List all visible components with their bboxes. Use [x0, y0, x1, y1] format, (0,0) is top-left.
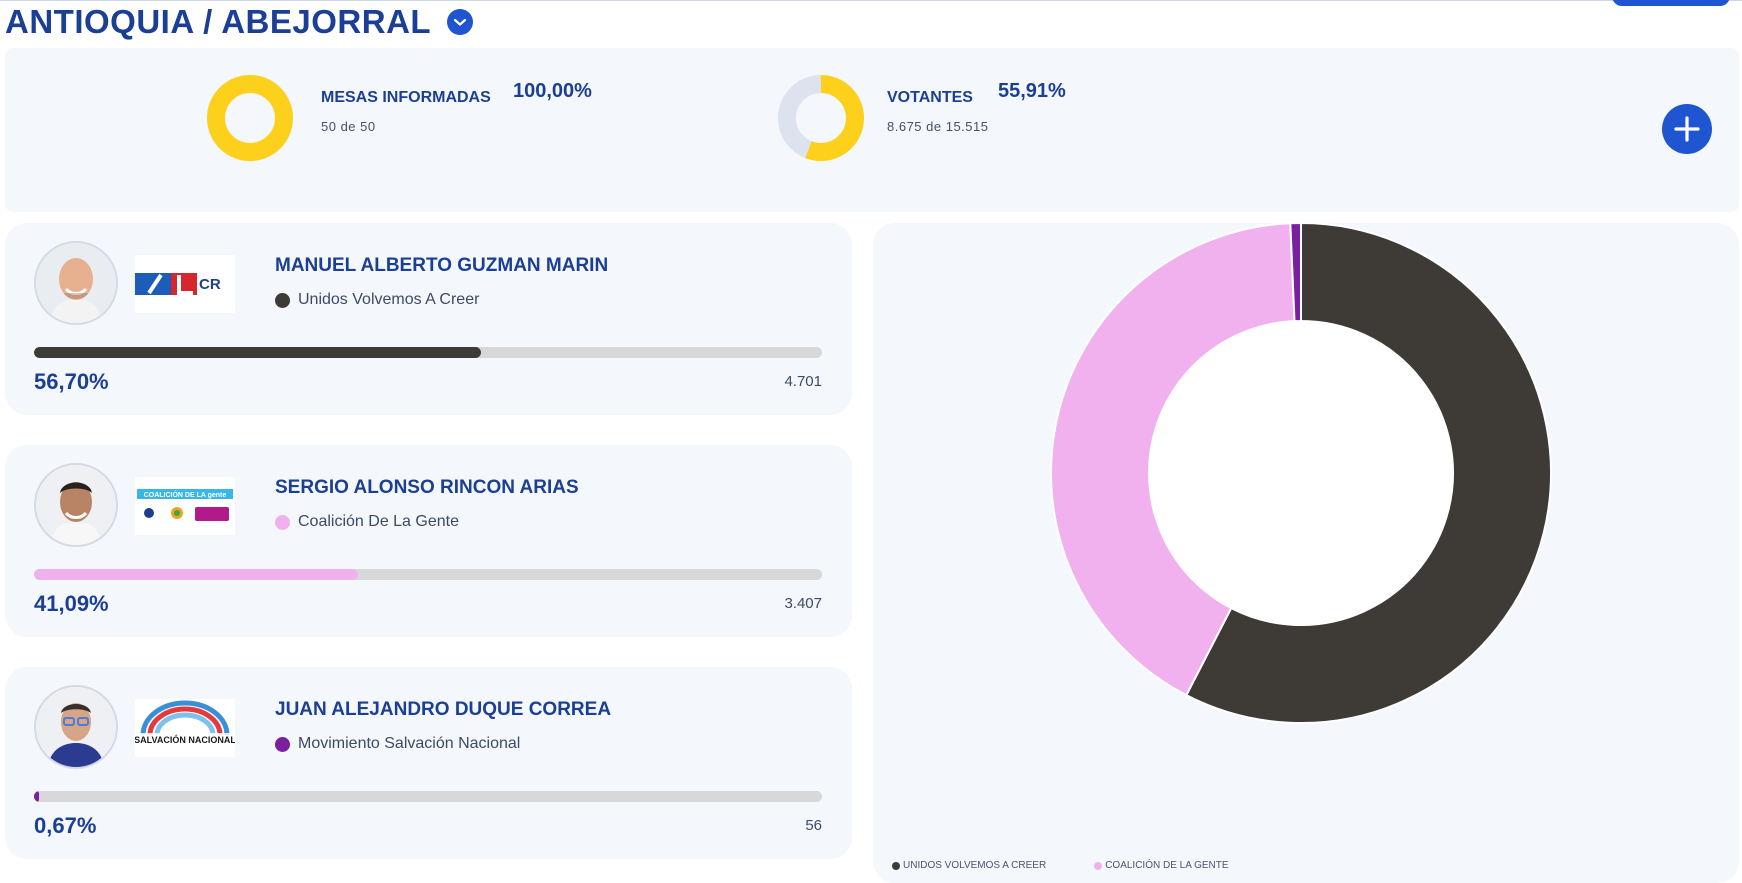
party-logo: CR — [135, 255, 235, 313]
votantes-percent: 55,91% — [998, 80, 1066, 102]
votantes-ring — [778, 75, 864, 161]
vote-progress-bar — [34, 791, 822, 802]
candidate-votes: 4.701 — [784, 373, 822, 390]
chevron-down-icon[interactable] — [447, 9, 474, 35]
mesas-ring — [207, 75, 293, 161]
results-donut-chart — [1050, 221, 1552, 724]
plus-icon — [1674, 116, 1700, 142]
legend-label: UNIDOS VOLVEMOS A CREER — [903, 860, 1047, 871]
party-row: Unidos Volvemos A Creer — [275, 291, 479, 309]
expand-button[interactable] — [1662, 104, 1712, 154]
party-color-dot — [275, 514, 290, 530]
donut-hole — [1150, 322, 1452, 624]
mesas-stat: MESAS INFORMADAS 100,00% 50 de 50 — [5, 48, 625, 212]
party-color-dot — [275, 736, 290, 752]
candidate-name: SERGIO ALONSO RINCON ARIAS — [275, 477, 579, 498]
votantes-detail: 8.675 de 15.515 — [887, 119, 989, 134]
candidate-name: MANUEL ALBERTO GUZMAN MARIN — [275, 255, 609, 276]
vote-progress-bar — [34, 347, 822, 358]
top-right-button[interactable] — [1612, 0, 1730, 6]
party-color-dot — [275, 292, 290, 308]
candidate-percent: 56,70% — [34, 369, 109, 394]
vote-progress-bar — [34, 569, 822, 580]
legend-dot — [892, 861, 900, 870]
mesas-detail: 50 de 50 — [321, 119, 376, 134]
results-chart-panel: UNIDOS VOLVEMOS A CREER COALICIÓN DE LA … — [873, 221, 1739, 883]
mesas-label: MESAS INFORMADAS — [321, 89, 491, 106]
party-logo: SALVACIÓN NACIONAL — [134, 699, 236, 757]
candidate-name: JUAN ALEJANDRO DUQUE CORREA — [275, 699, 612, 720]
donut-slice-1[interactable] — [1050, 222, 1296, 697]
votantes-label: VOTANTES — [887, 89, 973, 106]
candidate-card: CR MANUEL ALBERTO GUZMAN MARIN Unidos Vo… — [5, 223, 852, 415]
donut-slice-0[interactable] — [1184, 221, 1552, 724]
top-divider — [0, 0, 1742, 1]
title-row: ANTIOQUIA / ABEJORRAL — [5, 2, 474, 42]
candidate-percent: 0,67% — [34, 813, 97, 838]
votantes-stat: VOTANTES 55,91% 8.675 de 15.515 — [625, 48, 1265, 212]
candidate-photo — [34, 463, 118, 547]
candidate-card: SALVACIÓN NACIONAL JUAN ALEJANDRO DUQUE … — [5, 667, 852, 859]
party-row: Coalición De La Gente — [275, 513, 459, 531]
party-name: Unidos Volvemos A Creer — [298, 291, 480, 308]
page-title: ANTIOQUIA / ABEJORRAL — [5, 3, 432, 40]
party-name: Movimiento Salvación Nacional — [298, 735, 521, 752]
candidate-photo — [34, 685, 118, 769]
candidate-percent: 41,09% — [34, 591, 109, 616]
legend-dot — [1094, 861, 1103, 870]
legend-item[interactable]: UNIDOS VOLVEMOS A CREER — [892, 860, 1046, 871]
party-logo-text: CR — [199, 276, 221, 293]
party-name: Coalición De La Gente — [298, 513, 459, 530]
legend-item[interactable]: COALICIÓN DE LA GENTE — [1094, 860, 1229, 871]
donut-slice-2[interactable] — [1289, 221, 1302, 323]
party-row: Movimiento Salvación Nacional — [275, 735, 520, 753]
legend-label: COALICIÓN DE LA GENTE — [1105, 860, 1229, 871]
vote-progress-fill — [34, 569, 358, 580]
party-logo-text: SALVACIÓN NACIONAL — [135, 734, 235, 745]
candidate-votes: 3.407 — [784, 595, 822, 612]
vote-progress-fill — [34, 791, 40, 802]
vote-progress-fill — [34, 347, 481, 358]
summary-panel: MESAS INFORMADAS 100,00% 50 de 50 VOTANT… — [5, 48, 1739, 212]
party-logo-text: COALICIÓN DE LA gente — [144, 490, 227, 499]
party-logo: COALICIÓN DE LA gente — [135, 477, 235, 535]
candidate-votes: 56 — [805, 817, 822, 834]
mesas-percent: 100,00% — [513, 80, 592, 102]
chart-legend: UNIDOS VOLVEMOS A CREER COALICIÓN DE LA … — [892, 860, 1277, 871]
candidate-card: COALICIÓN DE LA gente SERGIO ALONSO RINC… — [5, 445, 852, 637]
candidate-photo — [34, 241, 118, 325]
